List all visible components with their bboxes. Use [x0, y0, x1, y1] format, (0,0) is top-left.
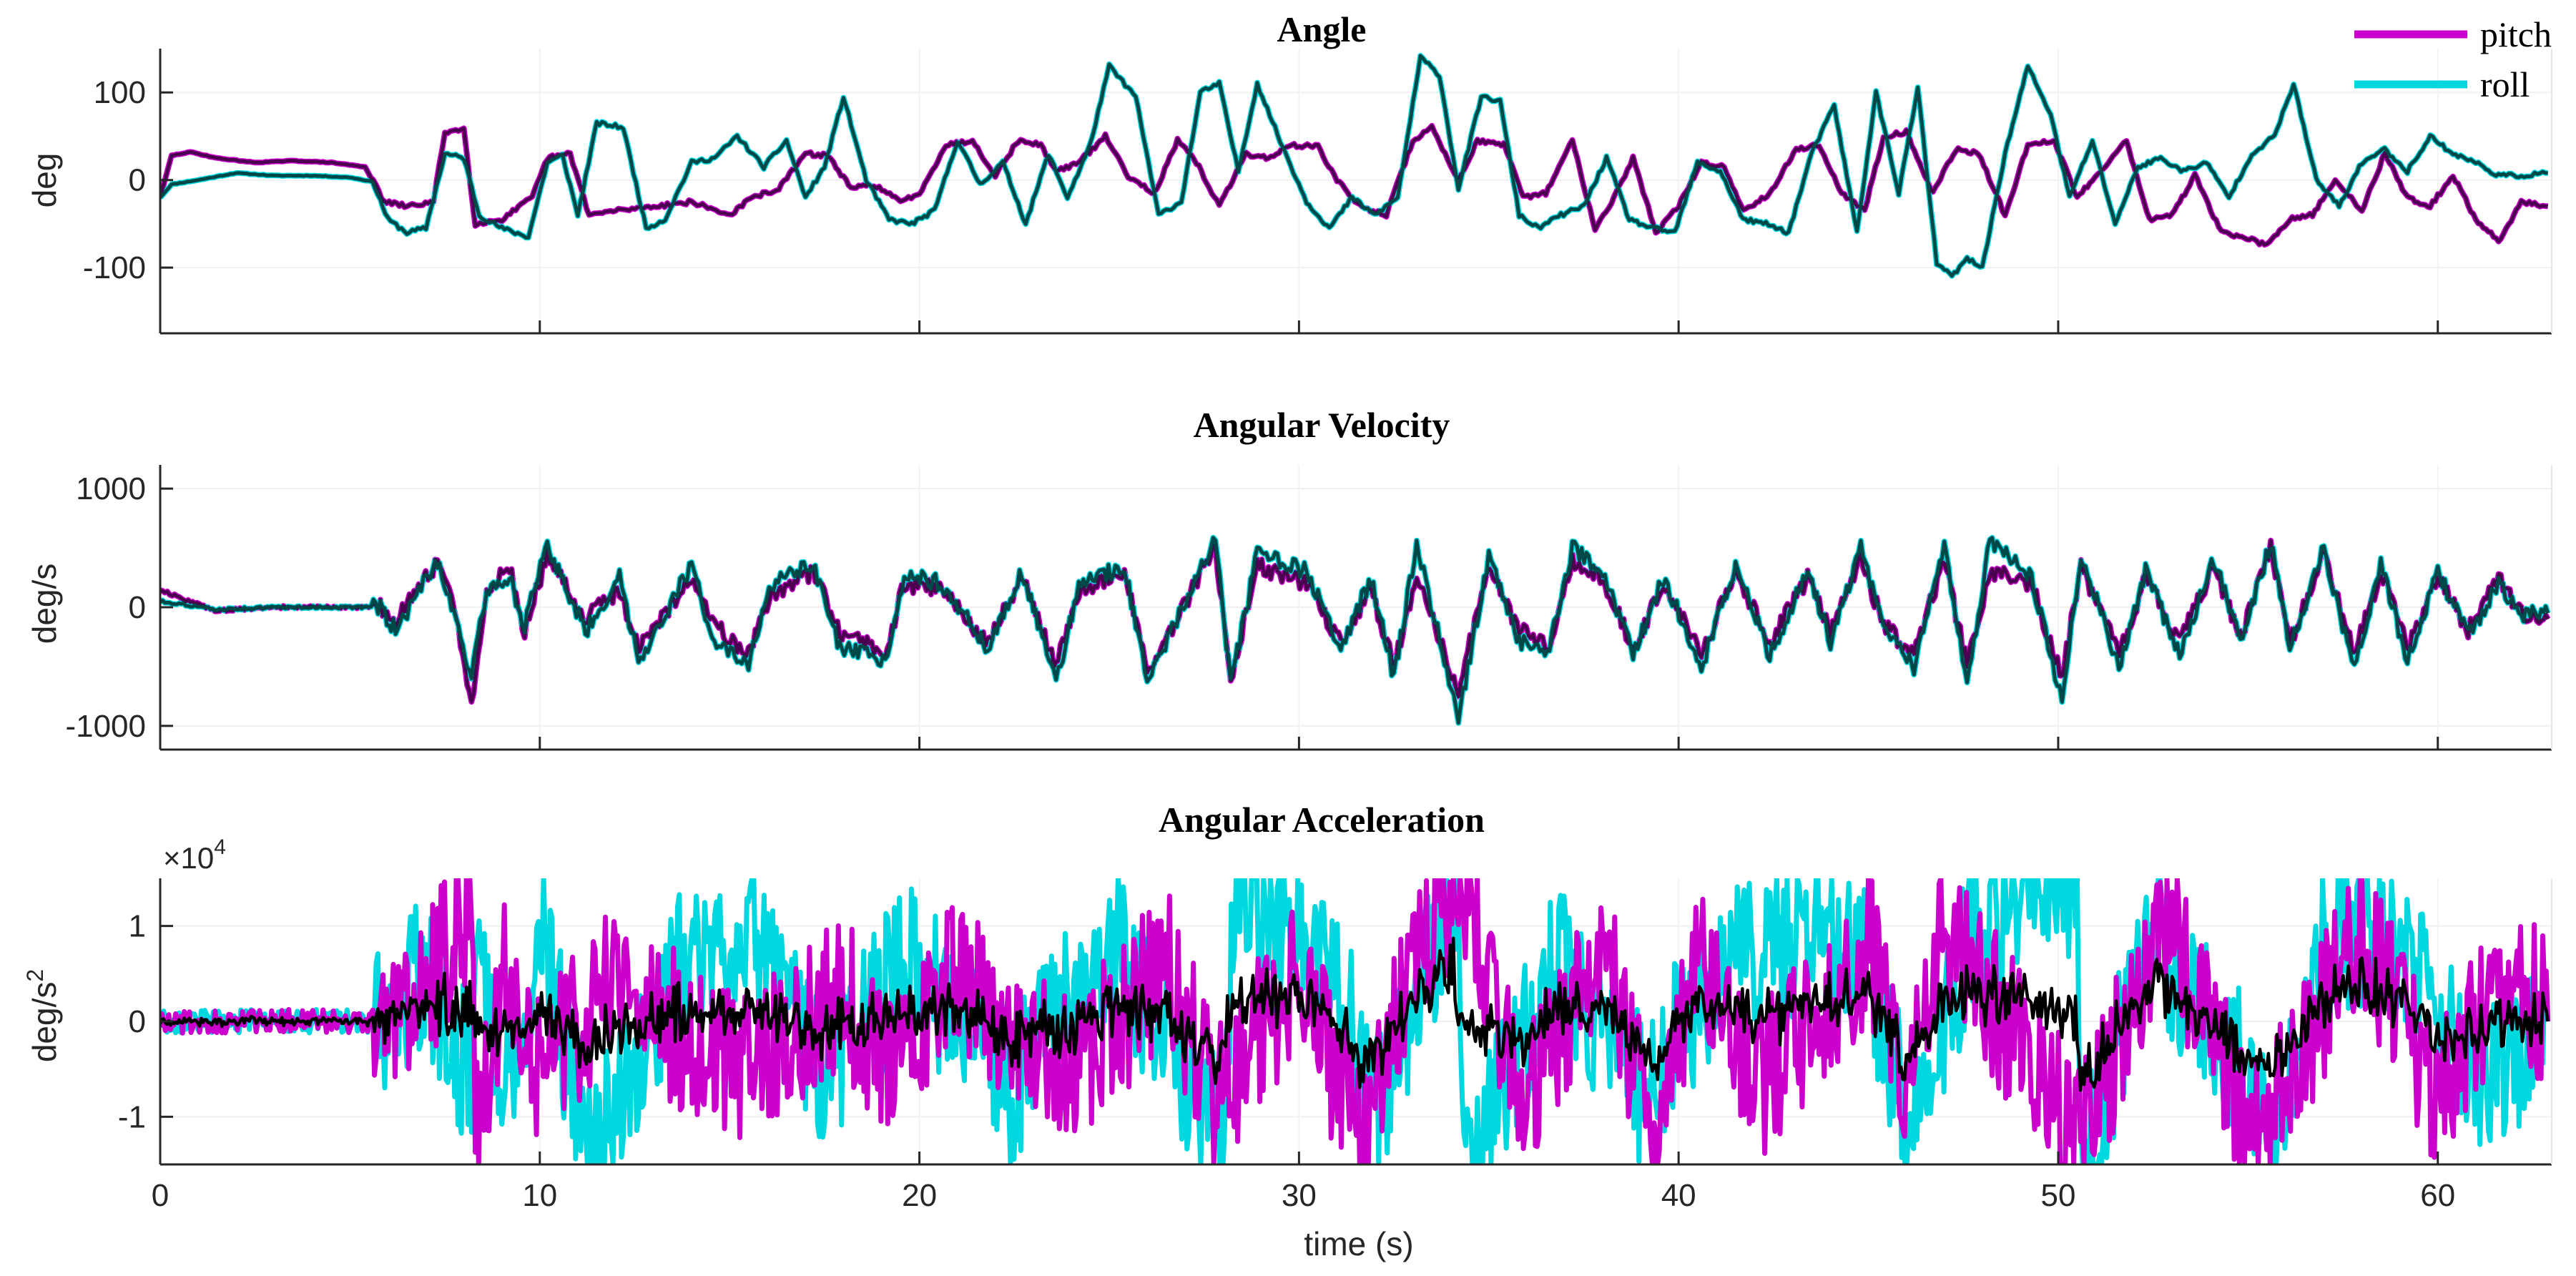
- y-tick-label: -1: [118, 1099, 146, 1134]
- x-tick-label: 10: [522, 1178, 557, 1213]
- angular-velocity-panel: Angular Velocity deg/s 1000 0 -1000: [26, 405, 2552, 751]
- x-tick-label: 30: [1282, 1178, 1317, 1213]
- multiplier-exponent: 4: [214, 835, 226, 859]
- series-line-roll: [160, 54, 2548, 278]
- y-tick-label: -1000: [65, 709, 146, 744]
- plot-area: [160, 534, 2551, 726]
- y-tick-label: 0: [129, 163, 146, 198]
- series-line-roll: [160, 536, 2550, 725]
- y-tick-label: 1: [129, 909, 146, 944]
- legend: pitch roll: [2354, 14, 2552, 104]
- y-tick-label: 0: [129, 590, 146, 625]
- x-tick-label: 0: [152, 1178, 169, 1213]
- angular-velocity-ylabel: deg/s: [26, 564, 63, 644]
- angle-panel: Angle deg 100 0 -100: [26, 9, 2552, 335]
- series-line-filtered: [160, 936, 2550, 1092]
- plot-area: [160, 53, 2549, 279]
- angular-acceleration-multiplier: ×104: [163, 835, 226, 875]
- multiplier-base: ×10: [163, 841, 214, 875]
- angular-acceleration-panel: Angular Acceleration ×104 deg/s2 10-10 10…: [22, 800, 2552, 1213]
- x-tick-label: 20: [902, 1178, 937, 1213]
- legend-label-roll: roll: [2480, 64, 2530, 104]
- y-tick-label: 1000: [76, 471, 146, 506]
- y-tick-label: 100: [94, 75, 146, 110]
- angular-acceleration-ylabel: deg/s2: [22, 969, 63, 1062]
- x-tick-label: 40: [1661, 1178, 1696, 1213]
- x-tick-label: 60: [2420, 1178, 2455, 1213]
- angular-velocity-title: Angular Velocity: [1194, 405, 1450, 445]
- legend-label-pitch: pitch: [2480, 14, 2552, 54]
- y-tick-label: -100: [83, 250, 146, 285]
- angle-ylabel: deg: [26, 153, 63, 208]
- angle-title: Angle: [1277, 9, 1367, 49]
- angular-acceleration-title: Angular Acceleration: [1159, 800, 1485, 840]
- y-tick-label: 0: [129, 1004, 146, 1039]
- x-tick-label: 50: [2040, 1178, 2075, 1213]
- plot-area: [160, 878, 2551, 1164]
- x-axis-label: time (s): [1304, 1225, 1413, 1262]
